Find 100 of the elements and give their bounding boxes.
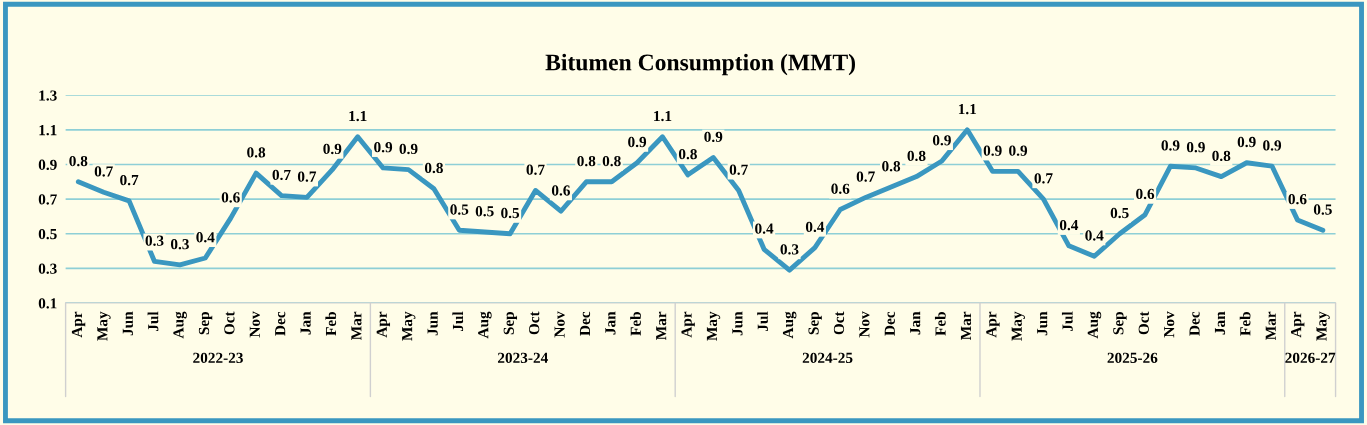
text: 2024-25 bbox=[802, 352, 853, 363]
data-label: 0.7 bbox=[1034, 173, 1053, 184]
x-tick-label: May bbox=[402, 311, 416, 341]
data-label: 0.7 bbox=[272, 169, 291, 181]
x-tick-label: May bbox=[706, 311, 721, 341]
data-label: 0.5 bbox=[501, 207, 520, 219]
x-tick-label: Oct bbox=[224, 311, 235, 335]
data-label: 0.6 bbox=[551, 185, 570, 196]
data-label: 0.9 bbox=[374, 142, 393, 153]
x-tick-label: Jul bbox=[757, 311, 768, 332]
data-label: 0.8 bbox=[1212, 150, 1231, 162]
x-tick-label: Jan bbox=[300, 311, 311, 335]
data-label: 0.9 bbox=[704, 131, 723, 143]
y-tick-label: 0.7 bbox=[38, 194, 57, 205]
x-tick-label: Mar bbox=[1265, 311, 1276, 340]
data-label: 0.8 bbox=[602, 155, 621, 167]
x-tick-label: Apr bbox=[986, 311, 1000, 338]
x-tick-label: Jun bbox=[732, 311, 743, 336]
data-label: 0.9 bbox=[1263, 140, 1282, 151]
x-tick-label: Nov bbox=[859, 311, 870, 338]
x-tick-label: Feb bbox=[630, 311, 641, 336]
x-tick-label: Nov bbox=[1164, 311, 1175, 338]
x-tick-label: Oct bbox=[529, 311, 540, 335]
data-label: 0.4 bbox=[1085, 230, 1104, 241]
text: 2023-24 bbox=[497, 352, 548, 363]
x-tick-label: Nov bbox=[249, 311, 260, 338]
data-label: 0.8 bbox=[907, 150, 926, 162]
data-label: 0.9 bbox=[1009, 145, 1028, 156]
data-label: 0.9 bbox=[983, 145, 1002, 156]
x-tick-label: Jan bbox=[605, 311, 616, 335]
data-label: 0.8 bbox=[247, 147, 266, 158]
x-tick-label: Apr bbox=[1291, 311, 1305, 338]
data-label: 0.9 bbox=[399, 143, 418, 155]
x-tick-label: Feb bbox=[934, 311, 946, 336]
data-label: 0.9 bbox=[1186, 142, 1205, 153]
x-tick-label: Jul bbox=[147, 311, 159, 332]
data-label: 0.9 bbox=[1237, 136, 1256, 148]
x-tick-label: Aug bbox=[782, 311, 797, 339]
x-tick-label: Nov bbox=[554, 311, 565, 338]
data-label: 0.9 bbox=[628, 136, 647, 148]
x-tick-label: Jun bbox=[427, 311, 438, 336]
data-label: 0.8 bbox=[882, 161, 901, 172]
text: 2026-27 bbox=[1285, 352, 1336, 363]
data-label: 0.8 bbox=[424, 162, 443, 174]
data-label: 0.4 bbox=[1059, 219, 1079, 231]
data-label: 0.8 bbox=[69, 155, 88, 167]
y-tick-label: 0.3 bbox=[38, 263, 57, 274]
data-label: 0.9 bbox=[323, 143, 342, 155]
data-label: 0.9 bbox=[932, 135, 951, 146]
x-tick-label: Sep bbox=[198, 311, 213, 335]
data-label: 0.3 bbox=[780, 244, 799, 255]
y-tick-label: 0.5 bbox=[38, 228, 57, 240]
data-label: 0.8 bbox=[577, 155, 596, 167]
text: 2022-23 bbox=[193, 352, 243, 363]
x-tick-label: Sep bbox=[808, 311, 822, 335]
x-tick-label: Dec bbox=[884, 311, 895, 336]
data-label: 0.9 bbox=[1161, 140, 1180, 151]
data-label: 0.6 bbox=[221, 192, 240, 203]
x-tick-label: Dec bbox=[275, 311, 286, 336]
x-tick-label: May bbox=[1011, 311, 1025, 341]
x-tick-label: Jan bbox=[1214, 311, 1226, 335]
x-tick-label: Jul bbox=[452, 311, 464, 332]
y-tick-label: 0.1 bbox=[38, 298, 57, 309]
x-tick-label: Jun bbox=[1037, 311, 1048, 336]
x-tick-label: Aug bbox=[1087, 311, 1102, 339]
data-label: 0.7 bbox=[297, 171, 317, 182]
data-label: 0.5 bbox=[450, 204, 469, 215]
data-label: 0.7 bbox=[94, 166, 113, 177]
x-tick-label: Mar bbox=[351, 311, 362, 340]
chart-title: Bitumen Consumption (MMT) bbox=[545, 53, 855, 76]
x-tick-label: Jun bbox=[122, 311, 133, 336]
x-tick-label: May bbox=[1316, 311, 1330, 341]
data-label: 0.7 bbox=[120, 174, 139, 186]
x-tick-label: Apr bbox=[681, 311, 695, 338]
x-tick-label: Aug bbox=[478, 311, 492, 339]
data-label: 0.7 bbox=[856, 171, 875, 182]
x-tick-label: Jul bbox=[1061, 311, 1073, 332]
data-label: 1.1 bbox=[349, 110, 367, 122]
x-tick-label: May bbox=[97, 311, 111, 341]
x-tick-label: Feb bbox=[1239, 311, 1251, 336]
x-tick-label: Aug bbox=[173, 311, 187, 339]
x-tick-label: Oct bbox=[1138, 311, 1149, 335]
text: 2025-26 bbox=[1107, 352, 1158, 363]
x-tick-label: Mar bbox=[960, 311, 972, 340]
data-label: 0.3 bbox=[145, 235, 164, 246]
x-tick-label: Apr bbox=[71, 311, 86, 338]
data-label: 0.7 bbox=[526, 164, 545, 175]
x-tick-label: Apr bbox=[376, 311, 391, 338]
data-label: 0.6 bbox=[1136, 188, 1155, 200]
data-label: 0.6 bbox=[831, 183, 850, 194]
data-label: 0.5 bbox=[475, 206, 494, 217]
data-label: 0.6 bbox=[1288, 193, 1307, 205]
data-label: 0.3 bbox=[170, 239, 189, 250]
y-tick-label: 1.1 bbox=[39, 125, 57, 136]
data-label: 0.5 bbox=[1313, 204, 1332, 215]
data-label: 1.1 bbox=[958, 104, 977, 115]
x-tick-label: Mar bbox=[656, 311, 667, 340]
x-tick-label: Feb bbox=[325, 311, 337, 336]
x-tick-label: Sep bbox=[1113, 311, 1127, 335]
x-tick-label: Dec bbox=[579, 311, 591, 336]
